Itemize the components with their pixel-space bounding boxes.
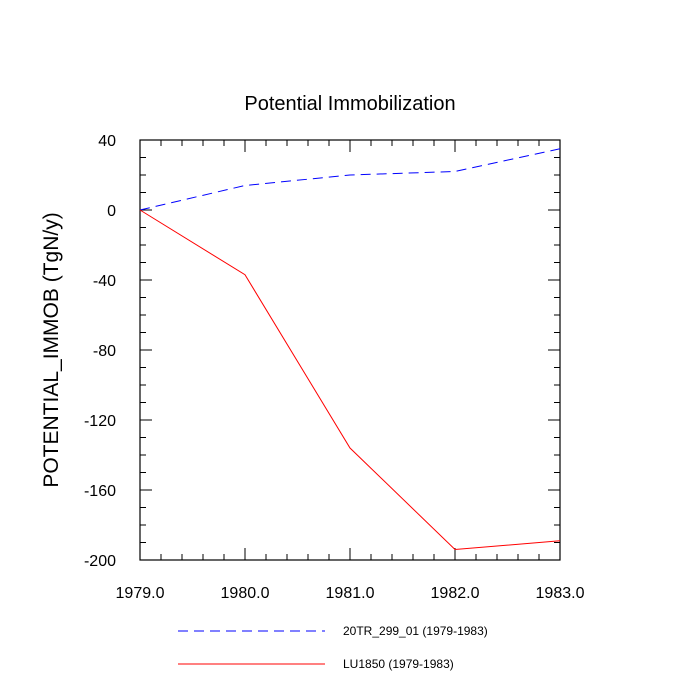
x-tick-label: 1982.0: [431, 585, 480, 602]
legend-label-20tr: 20TR_299_01 (1979-1983): [343, 624, 488, 638]
y-tick-label: -40: [93, 273, 116, 290]
x-tick-label: 1980.0: [221, 585, 270, 602]
axis-ticks: 1979.0 1980.0 1981.0 1982.0 1983.0 40 0 -40 -80 -…: [84, 133, 585, 602]
y-tick-label: -120: [84, 413, 116, 430]
x-tick-label: 1983.0: [536, 585, 585, 602]
series-line-lu1850: [139, 209, 561, 551]
plot-frame: [139, 139, 561, 561]
y-tick-label: -160: [84, 483, 116, 500]
legend-label-lu1850: LU1850 (1979-1983): [343, 657, 454, 671]
series-line-20tr: [139, 148, 561, 211]
y-tick-label: 40: [98, 133, 116, 150]
x-tick-label: 1981.0: [326, 585, 375, 602]
y-tick-label: -200: [84, 553, 116, 570]
series-lines: [139, 148, 561, 551]
chart-title: Potential Immobilization: [244, 93, 455, 115]
legend: 20TR_299_01 (1979-1983) LU1850 (1979-198…: [178, 624, 488, 671]
y-axis-label: POTENTIAL_IMMOB (TgN/y): [40, 212, 63, 487]
x-tick-label: 1979.0: [116, 585, 165, 602]
y-tick-label: -80: [93, 343, 116, 360]
y-tick-label: 0: [107, 203, 116, 220]
